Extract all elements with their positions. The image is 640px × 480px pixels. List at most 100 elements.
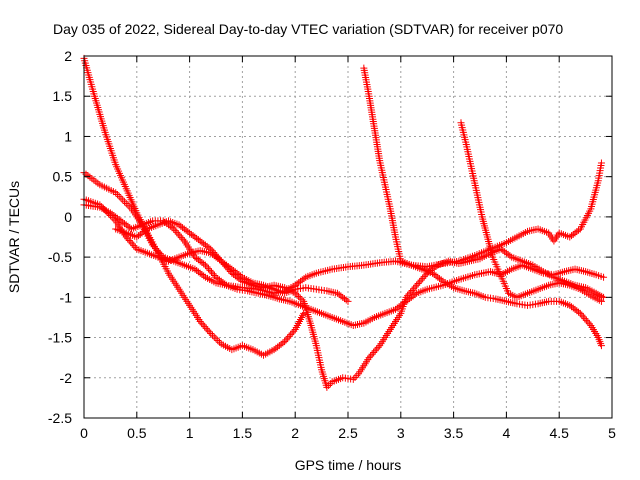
data-point [573, 307, 581, 315]
data-point [135, 232, 143, 240]
data-point [193, 254, 201, 262]
data-point [126, 203, 134, 211]
data-point [226, 267, 234, 275]
data-point [119, 218, 127, 226]
data-point [233, 273, 241, 281]
data-point [117, 194, 125, 202]
data-point [333, 289, 341, 297]
data-point [177, 234, 185, 242]
data-point [212, 273, 220, 281]
data-point [179, 235, 187, 243]
data-point [168, 224, 176, 232]
data-point [199, 321, 207, 329]
data-point [566, 233, 574, 241]
data-point [404, 292, 412, 300]
series-arc-c [80, 195, 352, 305]
data-point [368, 350, 376, 358]
grid-lines [84, 56, 612, 418]
data-point [196, 269, 204, 277]
y-tick-label: 0.5 [53, 169, 73, 185]
x-tick-label: 0 [80, 425, 88, 441]
data-point [223, 264, 231, 272]
data-point [142, 226, 150, 234]
data-point [222, 262, 230, 270]
data-point [335, 291, 343, 299]
data-point [186, 229, 194, 237]
data-point [571, 229, 579, 237]
data-point [203, 242, 211, 250]
x-axis-label: GPS time / hours [295, 457, 402, 473]
data-point [600, 293, 608, 301]
data-point [281, 338, 289, 346]
data-point [174, 230, 182, 238]
data-point [198, 258, 206, 266]
data-point [124, 235, 132, 243]
data-point [173, 228, 181, 236]
data-point [285, 332, 293, 340]
data-point [365, 354, 373, 362]
data-point [568, 303, 576, 311]
data-point [502, 249, 510, 257]
series-arc-f [360, 64, 605, 350]
data-point [213, 252, 221, 260]
data-point [214, 275, 222, 283]
data-point [155, 248, 163, 256]
data-point [419, 274, 427, 282]
data-point [296, 277, 304, 285]
data-point [497, 245, 505, 253]
y-tick-label: -2.5 [48, 410, 72, 426]
data-point [203, 263, 211, 271]
data-point [221, 280, 229, 288]
series-arc-a [80, 54, 308, 359]
data-point [201, 241, 209, 249]
data-point [120, 198, 128, 206]
data-point [410, 285, 418, 293]
data-point [274, 343, 282, 351]
data-point [108, 210, 116, 218]
data-point [411, 291, 419, 299]
data-point [128, 240, 136, 248]
data-point [342, 296, 350, 304]
data-point [407, 288, 415, 296]
data-markers [80, 54, 608, 391]
data-point [124, 222, 132, 230]
data-point [193, 267, 201, 275]
x-tick-label: 3 [397, 425, 405, 441]
data-point [212, 335, 220, 343]
data-point [117, 217, 125, 225]
data-point [216, 338, 224, 346]
x-tick-label: 3.5 [444, 425, 464, 441]
chart-title: Day 035 of 2022, Sidereal Day-to-day VTE… [53, 21, 563, 37]
data-point [300, 275, 308, 283]
y-tick-label: -2 [60, 370, 73, 386]
data-point [194, 236, 202, 244]
data-point [122, 221, 130, 229]
data-point [124, 201, 132, 209]
data-point [582, 316, 590, 324]
data-point [290, 327, 298, 335]
data-point [136, 230, 144, 238]
data-point [205, 244, 213, 252]
x-tick-label: 0.5 [127, 425, 147, 441]
y-tick-labels: -2.5 -2 -1.5 -1 -0.5 0 0.5 1 1.5 2 [48, 48, 72, 426]
data-point [584, 318, 592, 326]
series-arc-b [80, 159, 605, 297]
data-point [420, 273, 428, 281]
x-tick-label: 4.5 [549, 425, 569, 441]
y-axis-label: SDTVAR / TECUs [6, 181, 22, 293]
data-point [295, 279, 303, 287]
data-point [219, 259, 227, 267]
data-point [371, 347, 379, 355]
data-point [337, 292, 345, 300]
data-point [180, 225, 188, 233]
data-point [191, 265, 199, 273]
data-point [230, 271, 238, 279]
data-point [210, 271, 218, 279]
data-point [597, 159, 605, 167]
data-point [373, 345, 381, 353]
data-point [575, 308, 583, 316]
data-point [417, 276, 425, 284]
data-point [293, 291, 301, 299]
data-point [585, 320, 593, 328]
